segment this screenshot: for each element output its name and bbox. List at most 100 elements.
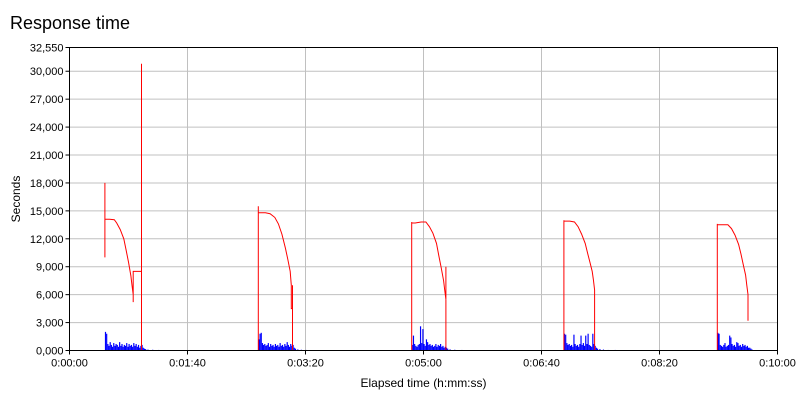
blue-bar — [418, 343, 420, 351]
blue-bar — [113, 343, 115, 351]
blue-bar — [294, 348, 297, 351]
red-response-line — [104, 63, 749, 351]
blue-bar — [569, 345, 571, 351]
blue-bar — [119, 342, 121, 351]
blue-bar — [411, 344, 413, 351]
blue-bar — [142, 347, 144, 351]
blue-bar — [717, 332, 719, 351]
blue-bar — [134, 345, 136, 351]
blue-bar — [593, 343, 595, 351]
blue-bar — [419, 326, 422, 351]
blue-bar — [744, 344, 746, 351]
y-tick-label: 0,000 — [36, 346, 64, 358]
blue-bar — [273, 346, 275, 351]
blue-bar — [745, 346, 747, 351]
blue-bar — [114, 345, 116, 351]
x-tick-label: 0:05:00 — [405, 358, 442, 370]
blue-bar — [266, 344, 268, 351]
y-tick-label: 18,000 — [30, 178, 64, 190]
blue-bar — [268, 346, 271, 351]
x-tick-label: 0:00:00 — [51, 358, 88, 370]
y-tick-label: 12,000 — [30, 234, 64, 246]
blue-series — [104, 326, 753, 351]
blue-bar — [742, 343, 744, 351]
blue-bar — [264, 343, 266, 351]
blue-bar — [279, 343, 281, 351]
blue-bar — [276, 345, 278, 351]
blue-bar — [122, 346, 124, 351]
y-tick-label: 3,000 — [36, 318, 64, 330]
blue-bar — [594, 345, 596, 351]
blue-bar — [421, 343, 423, 351]
blue-bar — [424, 345, 426, 351]
blue-bar — [297, 349, 299, 351]
blue-bar — [735, 346, 737, 351]
blue-bar — [280, 345, 282, 351]
blue-bar — [563, 333, 566, 351]
blue-bar — [261, 343, 264, 351]
blue-bar — [431, 344, 433, 351]
chart-title: Response time — [10, 13, 131, 33]
blue-bar — [567, 344, 569, 351]
x-tick-label: 0:06:40 — [523, 358, 560, 370]
blue-bar — [412, 335, 415, 351]
blue-bar — [429, 343, 431, 351]
blue-bar — [111, 346, 114, 351]
red-series — [104, 63, 749, 351]
x-tick-label: 0:10:00 — [759, 358, 796, 370]
blue-bar — [743, 345, 745, 351]
blue-bar — [288, 346, 291, 351]
blue-bar — [591, 346, 593, 351]
blue-bar — [286, 342, 288, 351]
blue-bar — [430, 345, 432, 351]
blue-bar — [740, 346, 743, 351]
blue-bar — [432, 346, 435, 351]
blue-bar — [265, 345, 267, 351]
blue-bar — [441, 346, 443, 351]
y-tick-label: 30,000 — [30, 66, 64, 78]
blue-bar — [592, 333, 594, 351]
blue-bar — [435, 343, 437, 351]
blue-bar — [445, 347, 448, 351]
blue-bar — [135, 343, 137, 351]
x-ticks: 0:00:00 0:01:40 0:03:20 0:05:00 0:06:40 0:08:… — [51, 350, 796, 370]
blue-bar — [572, 346, 574, 351]
blue-bar — [436, 346, 438, 351]
blue-bar — [104, 331, 107, 351]
blue-bar — [278, 346, 280, 351]
blue-bar — [130, 344, 133, 351]
blue-bar — [566, 343, 568, 351]
blue-bar — [128, 343, 130, 351]
blue-bar — [274, 343, 276, 351]
blue-bar — [434, 345, 436, 351]
blue-bar — [106, 333, 108, 351]
y-tick-label: 9,000 — [36, 262, 64, 274]
blue-bar — [739, 344, 741, 351]
blue-bar — [145, 349, 147, 351]
blue-bar — [136, 346, 138, 351]
blue-bar — [440, 343, 442, 351]
blue-bar — [110, 344, 112, 351]
x-tick-label: 0:01:40 — [169, 358, 206, 370]
blue-bar — [725, 346, 727, 351]
blue-bar — [573, 334, 575, 351]
blue-bar — [443, 347, 445, 351]
blue-bar — [109, 342, 111, 351]
blue-bar — [575, 345, 577, 351]
blue-bar — [428, 344, 430, 351]
blue-bar — [270, 343, 272, 351]
blue-bar — [283, 346, 285, 351]
blue-bar — [588, 344, 590, 351]
blue-bar — [437, 344, 439, 351]
blue-bar — [117, 346, 120, 351]
blue-bar — [733, 344, 736, 351]
blue-bar — [596, 348, 599, 351]
blue-bar — [267, 343, 269, 351]
grid-lines — [69, 47, 778, 351]
blue-bar — [140, 345, 142, 351]
blue-bar — [737, 343, 739, 351]
blue-bar — [141, 344, 143, 351]
blue-bar — [258, 339, 260, 351]
blue-bar — [107, 343, 109, 351]
